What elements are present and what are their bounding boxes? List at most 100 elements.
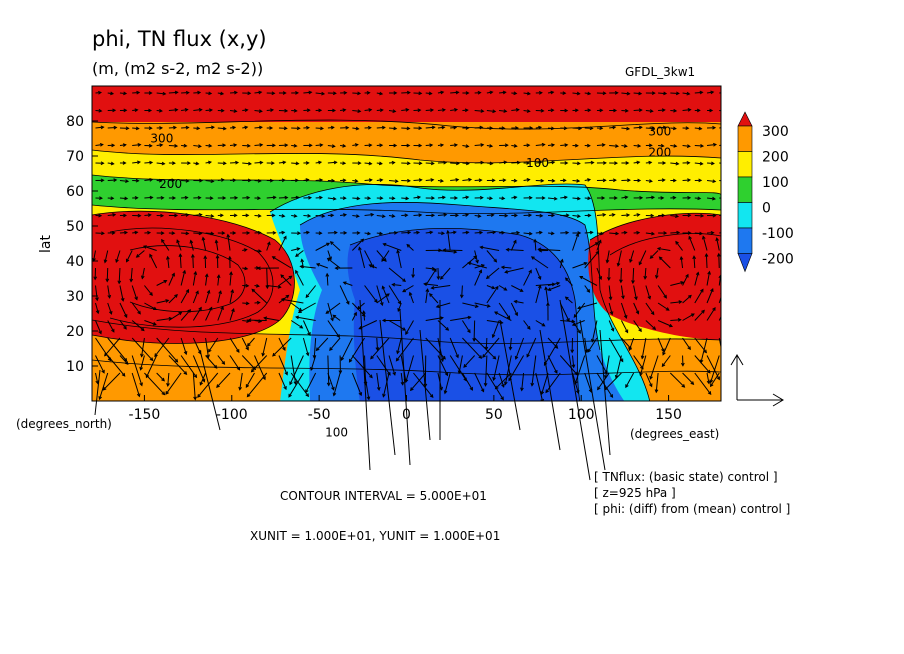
flux-vector (572, 262, 587, 269)
flux-vector-head (443, 213, 448, 217)
flux-vector-head (348, 358, 353, 363)
flux-vector-head (296, 126, 301, 131)
flux-vector-head (198, 107, 203, 112)
flux-vector (295, 270, 304, 286)
flux-vector-head (385, 293, 390, 297)
flux-vector (450, 179, 459, 181)
flux-vector (510, 240, 517, 251)
flux-vector-head (333, 230, 338, 235)
flux-vector-head (611, 213, 616, 217)
flux-vector (288, 372, 304, 398)
flux-vector-head (305, 178, 310, 182)
flux-vector (278, 337, 286, 351)
flux-vector (396, 337, 414, 362)
flux-vector-head (442, 248, 447, 252)
flux-vector-head (658, 256, 663, 261)
flux-vector-head (246, 143, 251, 148)
flux-vector (358, 247, 366, 269)
flux-vector-head (465, 91, 470, 95)
y-axis-title: lat (38, 235, 54, 253)
flux-vector (290, 355, 297, 385)
flux-vector (437, 214, 447, 216)
flux-vector-head (601, 143, 606, 147)
flux-vector-head (551, 178, 556, 183)
flux-vector (541, 372, 549, 395)
flux-vector-head (541, 322, 546, 327)
flux-vector-head (355, 126, 360, 131)
flux-vector-head (430, 161, 435, 166)
flux-vector-head (538, 160, 543, 165)
flux-vector-head (134, 230, 139, 235)
flux-vector-head (357, 161, 362, 165)
flux-vector-head (672, 195, 677, 200)
flux-vector (266, 109, 274, 111)
flux-vector-head (195, 290, 199, 295)
flux-vector-head (280, 297, 285, 302)
flux-vector-head (590, 160, 595, 165)
flux-vector-head (609, 394, 614, 399)
flux-vector-head (665, 307, 670, 311)
flux-vector (486, 110, 496, 112)
flux-vector (406, 244, 414, 251)
flux-vector (508, 355, 524, 381)
flux-vector-head (226, 233, 231, 238)
flux-vector (531, 355, 537, 386)
flux-vector-head (140, 327, 145, 332)
flux-vector-head (583, 261, 588, 266)
flux-vector-head (245, 384, 250, 389)
flux-vector-head (649, 383, 653, 388)
flux-vector (719, 214, 721, 216)
flux-vector-head (123, 91, 128, 96)
flux-vector-head (283, 235, 287, 240)
flux-vector (413, 214, 422, 216)
flux-vector-head (285, 294, 290, 299)
flux-vector-head (435, 304, 440, 309)
flux-vector-head (206, 354, 210, 359)
flux-vector-head (147, 213, 152, 217)
flux-vector (254, 91, 262, 94)
flux-vector-head (652, 326, 657, 331)
flux-vector-head (244, 108, 249, 113)
flux-vector-head (662, 351, 666, 356)
flux-vector-head (602, 91, 607, 96)
flux-vector-head (368, 108, 373, 112)
flux-vector (670, 281, 684, 286)
flux-vector-head (677, 318, 682, 322)
flux-vector-head (538, 90, 543, 95)
flux-vector-head (587, 108, 592, 113)
flux-vector-head (178, 311, 183, 316)
flux-vector (641, 337, 647, 359)
flux-vector-head (502, 90, 507, 95)
flux-vector-head (368, 178, 373, 182)
flux-vector-head (333, 160, 338, 165)
flux-vector-head (637, 143, 642, 148)
flux-vector-head (379, 302, 384, 307)
flux-vector-head (710, 90, 715, 95)
flux-vector (706, 144, 717, 146)
flux-vector (559, 302, 570, 322)
flux-vector-head (494, 385, 499, 390)
flux-vector-head (455, 90, 460, 95)
flux-vector (498, 285, 507, 291)
flux-vector (657, 320, 673, 327)
flux-vector-head (504, 143, 509, 148)
flux-vector-head (587, 178, 592, 182)
flux-vector-head (209, 108, 213, 113)
flux-vector-head (343, 213, 348, 217)
flux-vector-head (589, 230, 594, 235)
flux-vector-head (394, 230, 398, 235)
flux-vector (523, 232, 532, 235)
flux-vector-head (455, 161, 460, 166)
flux-vector-head (491, 178, 496, 183)
flux-vector (596, 214, 606, 216)
flux-vector (700, 337, 708, 363)
flux-vector (388, 355, 396, 376)
flux-vector-head (629, 258, 633, 263)
flux-vector-head (134, 196, 139, 200)
flux-vector-head (367, 125, 372, 130)
flux-vector-head (149, 160, 154, 165)
flux-vector-head (159, 126, 164, 130)
flux-vector-head (624, 108, 629, 113)
flux-vector-head (550, 231, 555, 236)
